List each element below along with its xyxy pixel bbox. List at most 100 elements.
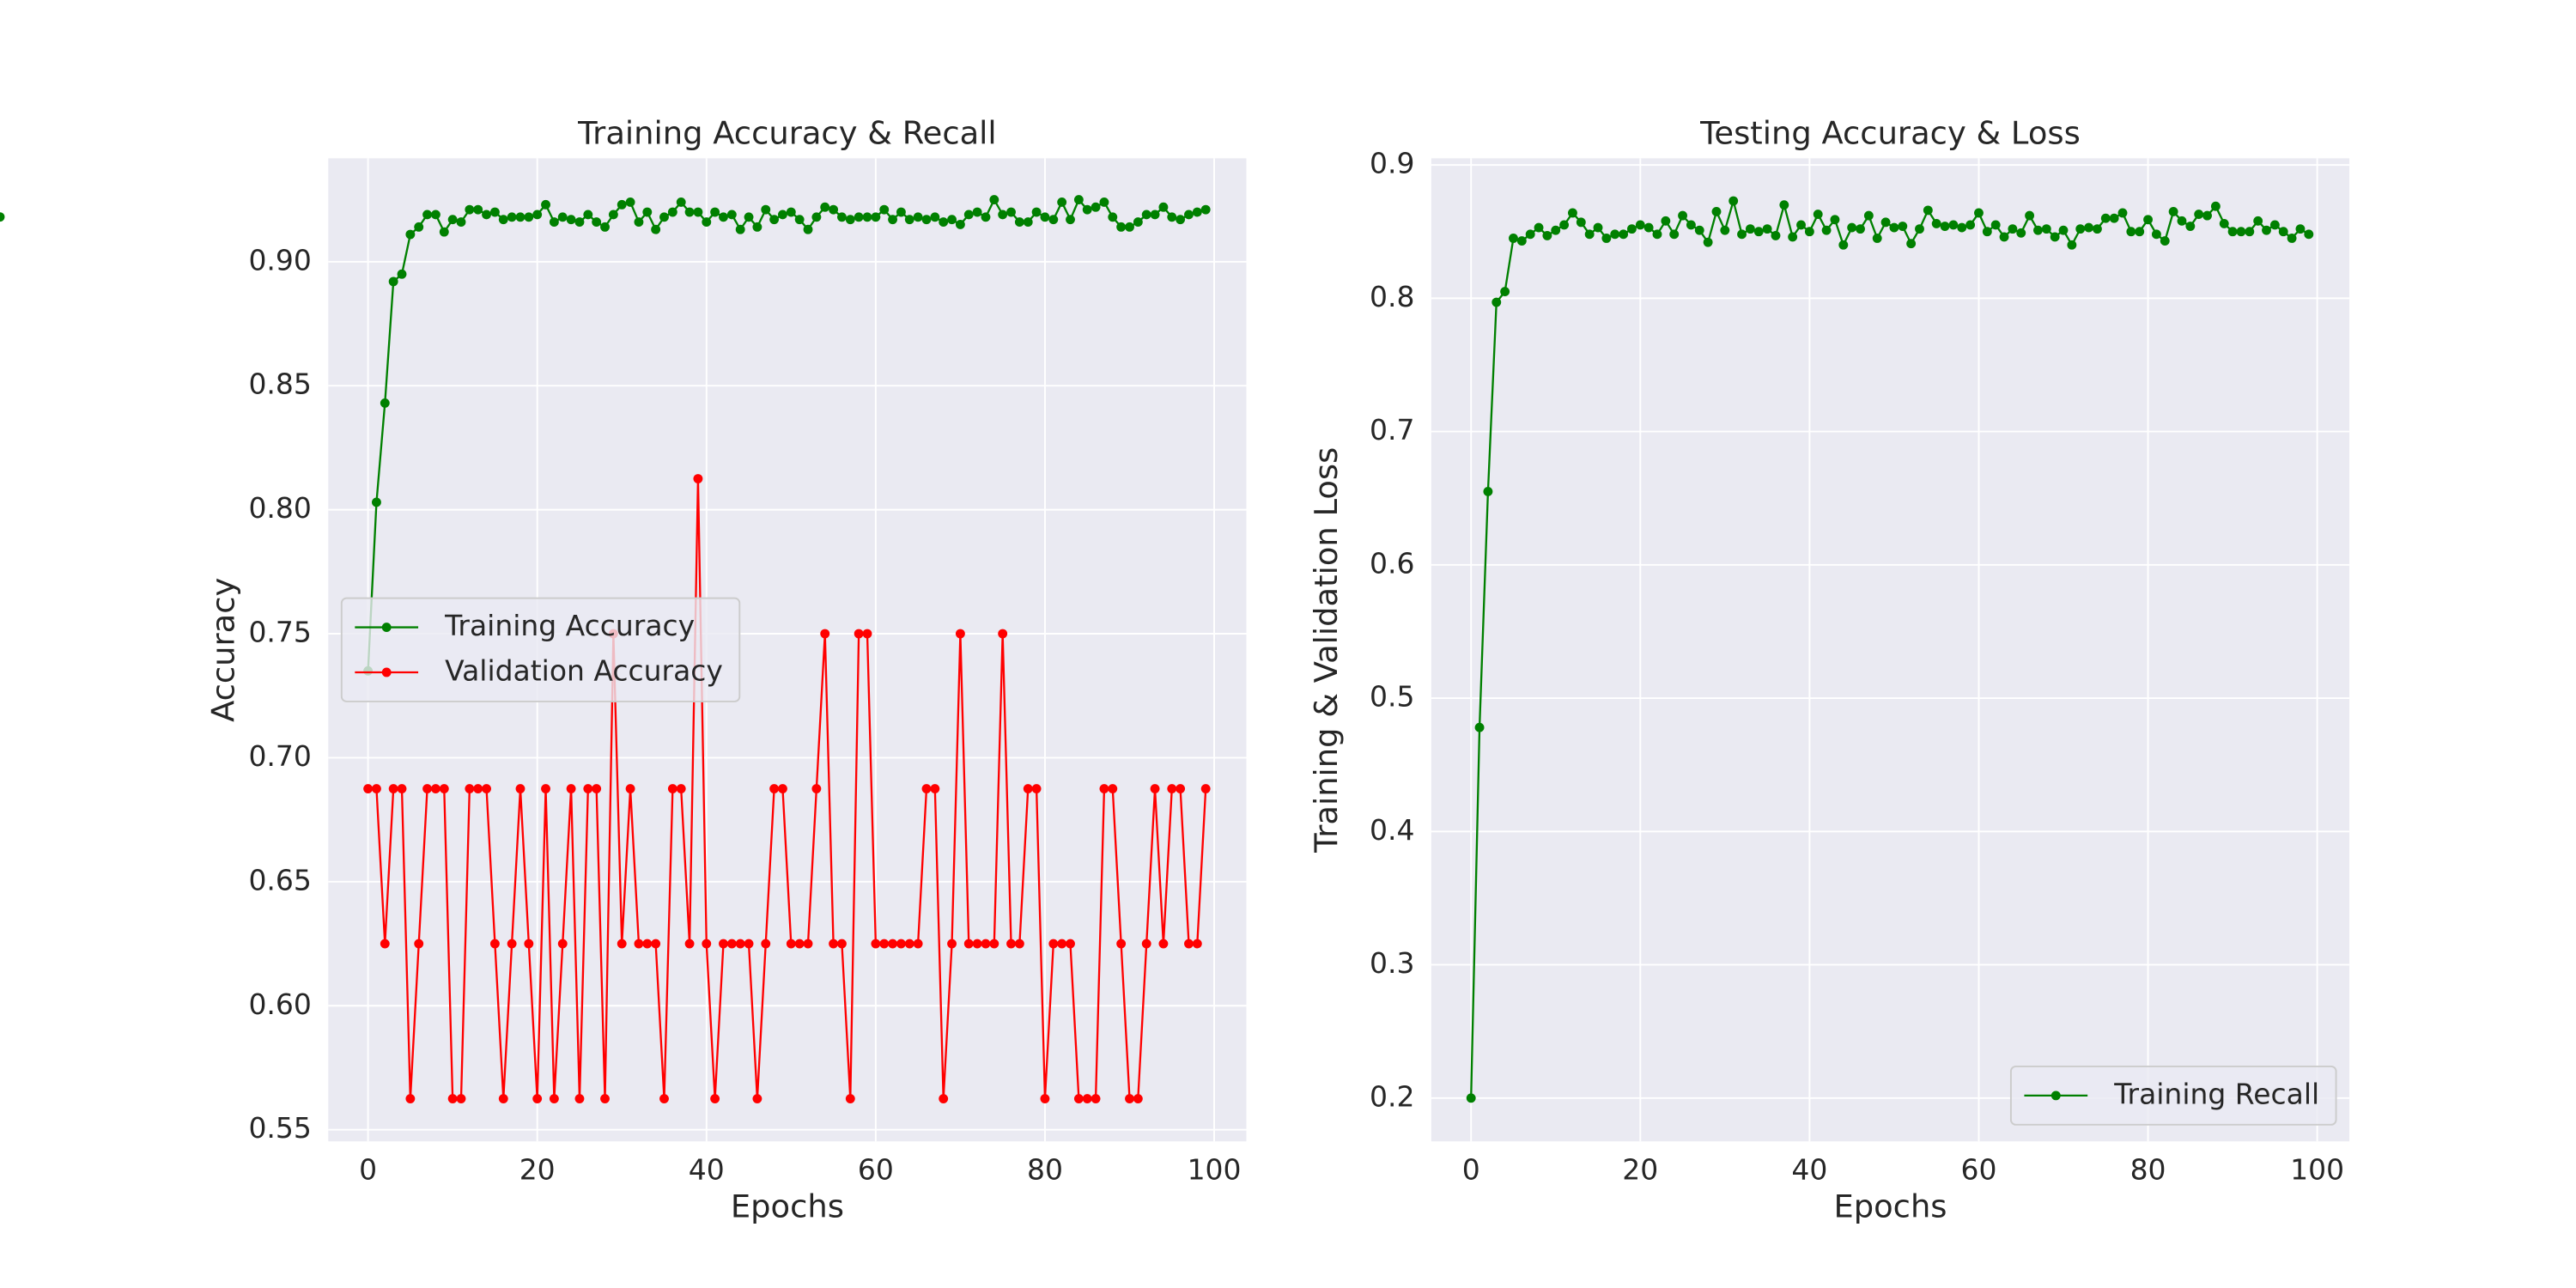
data-point: [574, 1094, 585, 1103]
data-point: [617, 939, 627, 949]
data-point: [896, 939, 906, 949]
data-point: [1158, 939, 1169, 949]
data-point: [498, 1094, 508, 1103]
data-point: [1948, 220, 1959, 230]
data-point: [1184, 939, 1194, 949]
data-point: [845, 1094, 855, 1103]
legend-box: [340, 597, 741, 702]
data-point: [473, 784, 483, 793]
data-point: [1133, 1094, 1143, 1103]
y-tick-label: 0.90: [248, 243, 311, 276]
data-point: [778, 784, 787, 793]
data-point: [888, 939, 898, 949]
data-point: [2295, 224, 2306, 234]
data-point: [1720, 225, 1730, 235]
data-point: [1141, 210, 1151, 220]
data-point: [1923, 205, 1933, 216]
data-point: [752, 222, 762, 232]
data-point: [684, 939, 695, 949]
data-point: [659, 1094, 669, 1103]
legend-label: Training Accuracy: [444, 609, 695, 642]
data-point: [2269, 220, 2280, 230]
y-tick-label: 0.2: [1370, 1079, 1414, 1113]
data-point: [524, 212, 534, 222]
y-tick-label: 0.3: [1370, 946, 1414, 980]
data-point: [702, 939, 712, 949]
data-point: [2092, 224, 2102, 234]
data-point: [1192, 207, 1202, 217]
data-point: [592, 784, 602, 793]
data-point: [981, 939, 991, 949]
data-point: [2109, 213, 2119, 223]
data-point: [676, 784, 686, 793]
data-point: [1073, 1094, 1084, 1103]
data-point: [1150, 210, 1160, 220]
data-point: [1014, 939, 1024, 949]
data-point: [2025, 210, 2035, 221]
data-point: [1509, 234, 1518, 243]
data-point: [2194, 210, 2204, 219]
data-point: [447, 215, 458, 225]
data-point: [1728, 196, 1739, 206]
data-point: [1796, 220, 1806, 230]
data-point: [1158, 202, 1169, 212]
data-point: [566, 215, 576, 225]
data-point: [414, 939, 424, 949]
data-point: [2008, 224, 2018, 234]
data-point: [1116, 222, 1127, 232]
data-point: [896, 207, 906, 217]
data-point: [507, 939, 517, 949]
data-point: [794, 939, 805, 949]
y-tick-label: 0.65: [248, 863, 311, 896]
data-point: [1982, 227, 1992, 237]
data-point: [634, 939, 644, 949]
data-point: [1788, 232, 1798, 242]
data-point: [1686, 220, 1696, 230]
data-point: [2210, 201, 2221, 211]
data-point: [981, 212, 991, 222]
data-point: [1965, 220, 1976, 230]
data-point: [1771, 230, 1781, 240]
data-point: [1821, 225, 1832, 235]
y-tick-label: 0.9: [1370, 147, 1414, 180]
data-point: [2168, 207, 2178, 216]
chart-title: Training Accuracy & Recall: [577, 115, 997, 152]
data-point: [1082, 1094, 1092, 1103]
data-point: [1593, 222, 1603, 233]
data-point: [363, 784, 374, 793]
data-point: [1167, 212, 1177, 222]
data-point: [532, 1094, 543, 1103]
data-point: [1099, 784, 1109, 793]
data-point: [972, 939, 982, 949]
data-point: [1915, 224, 1924, 234]
x-tick-label: 20: [519, 1153, 556, 1187]
y-tick-label: 0.7: [1370, 413, 1414, 447]
data-point: [939, 1094, 949, 1103]
data-point: [1125, 1094, 1134, 1103]
data-point: [871, 212, 881, 222]
data-point: [1534, 222, 1544, 233]
x-tick-label: 100: [2290, 1153, 2344, 1187]
data-point: [1031, 207, 1042, 217]
data-point: [583, 784, 593, 793]
data-point: [702, 217, 712, 228]
data-point: [1931, 218, 1941, 228]
data-point: [735, 939, 745, 949]
data-point: [532, 210, 543, 220]
data-point: [1694, 225, 1704, 235]
y-tick-label: 0.55: [248, 1111, 311, 1145]
plot-area: [1431, 158, 2350, 1142]
data-point: [693, 207, 703, 217]
data-point: [380, 398, 390, 408]
data-point: [2100, 213, 2111, 223]
data-point: [1483, 487, 1493, 496]
data-point: [1830, 215, 1840, 225]
data-point: [744, 939, 754, 949]
data-point: [2287, 234, 2297, 243]
data-point: [422, 784, 433, 793]
data-point: [761, 204, 771, 215]
data-point: [998, 629, 1008, 639]
legend-label: Validation Accuracy: [445, 653, 723, 687]
data-point: [963, 210, 974, 220]
